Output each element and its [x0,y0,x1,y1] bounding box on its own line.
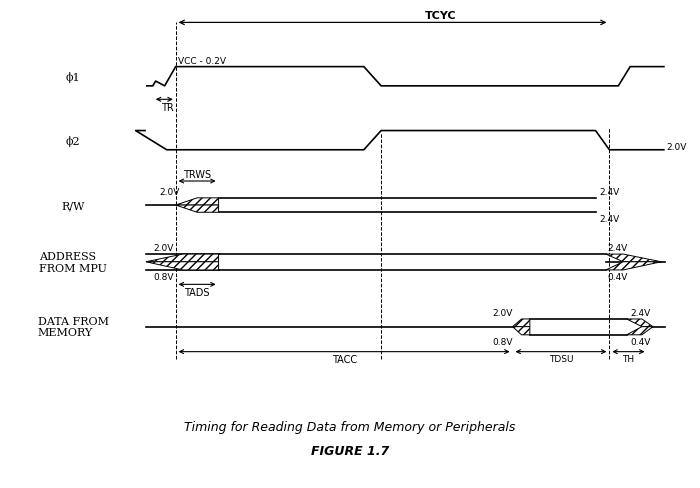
Text: VCC - 0.2V: VCC - 0.2V [178,57,227,65]
Text: TCYC: TCYC [425,11,457,21]
Text: ADDRESS
FROM MPU: ADDRESS FROM MPU [39,251,107,273]
Text: 0.4V: 0.4V [608,272,628,281]
Text: 2.4V: 2.4V [608,244,628,253]
Text: TACC: TACC [332,354,357,365]
Text: 2.4V: 2.4V [630,308,650,317]
Text: 2.4V: 2.4V [599,215,620,224]
Text: Timing for Reading Data from Memory or Peripherals: Timing for Reading Data from Memory or P… [184,420,516,433]
Text: TADS: TADS [184,287,210,297]
Polygon shape [606,255,662,262]
Polygon shape [512,327,530,335]
Text: ϕ2: ϕ2 [66,135,80,146]
Text: TH: TH [622,354,634,363]
Text: 0.4V: 0.4V [630,337,650,346]
Text: 0.8V: 0.8V [153,272,174,281]
Text: 2.0V: 2.0V [160,187,180,197]
Text: 0.8V: 0.8V [492,337,512,346]
Text: TRWS: TRWS [183,169,211,179]
Text: FIGURE 1.7: FIGURE 1.7 [311,444,389,457]
Polygon shape [146,262,218,270]
Text: TDSU: TDSU [549,354,573,363]
Polygon shape [606,262,662,270]
Polygon shape [626,319,653,327]
Text: R/W: R/W [62,201,85,211]
Polygon shape [512,319,530,327]
Text: 2.0V: 2.0V [492,308,512,317]
Polygon shape [176,199,218,205]
Text: ϕ1: ϕ1 [66,72,80,82]
Polygon shape [176,205,218,213]
Polygon shape [146,255,218,262]
Text: DATA FROM
MEMORY: DATA FROM MEMORY [38,316,108,338]
Text: 2.4V: 2.4V [599,187,620,197]
Text: TR: TR [162,102,174,112]
Text: 2.0V: 2.0V [667,143,687,152]
Text: 2.0V: 2.0V [153,244,174,253]
Polygon shape [626,327,653,335]
